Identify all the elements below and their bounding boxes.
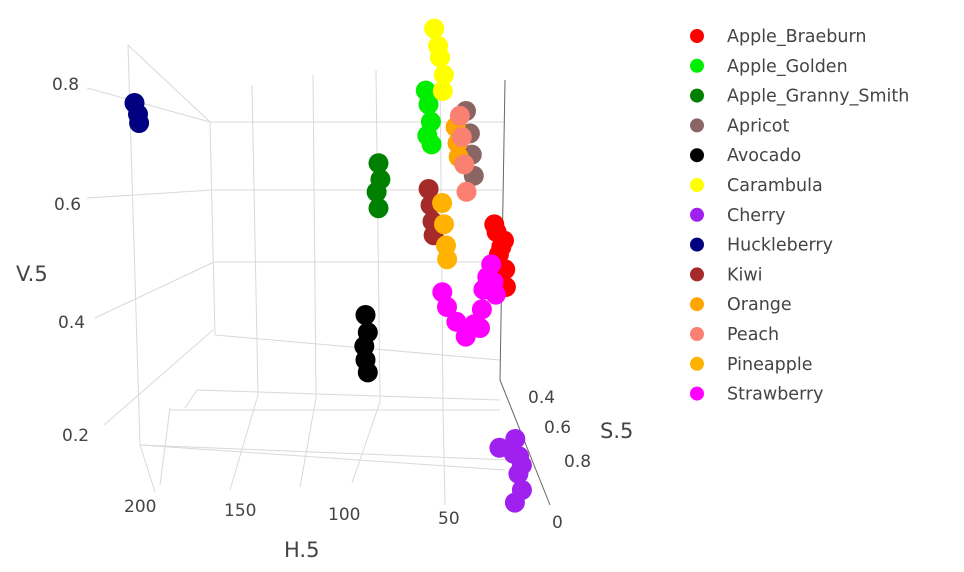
data-point[interactable] xyxy=(434,214,454,235)
legend-label[interactable]: Apple_Granny_Smith xyxy=(727,87,909,107)
x-axis-title: H.5 xyxy=(284,538,319,562)
legend-marker[interactable] xyxy=(690,207,704,222)
legend-label[interactable]: Orange xyxy=(727,295,792,315)
legend-label[interactable]: Carambula xyxy=(727,176,823,196)
data-point[interactable] xyxy=(366,182,387,202)
data-point[interactable] xyxy=(451,127,472,147)
data-point[interactable] xyxy=(433,64,454,85)
legend-marker[interactable] xyxy=(690,356,704,371)
data-point[interactable] xyxy=(446,311,467,332)
legend-marker[interactable] xyxy=(690,327,704,341)
data-point[interactable] xyxy=(368,153,389,174)
legend-label[interactable]: Apricot xyxy=(727,116,789,136)
y-axis-ticks: 0.4 0.6 0.8 xyxy=(528,388,591,472)
z-tick-label: 0.8 xyxy=(52,75,79,95)
y-axis-title: S.5 xyxy=(600,419,633,443)
data-point[interactable] xyxy=(432,193,453,213)
legend-marker[interactable] xyxy=(690,267,704,282)
z-tick-label: 0.6 xyxy=(54,195,81,215)
x-tick-label: 0 xyxy=(552,513,563,533)
x-tick-label: 150 xyxy=(224,501,256,521)
data-point[interactable] xyxy=(449,105,470,126)
legend-marker[interactable] xyxy=(690,118,704,133)
data-point[interactable] xyxy=(418,94,439,115)
legend-marker[interactable] xyxy=(690,237,704,252)
legend-marker[interactable] xyxy=(690,297,704,312)
legend[interactable]: Apple_Braeburn Apple_Golden Apple_Granny_S… xyxy=(690,27,909,405)
data-point[interactable] xyxy=(432,81,453,101)
x-tick-label: 100 xyxy=(328,505,360,525)
data-point[interactable] xyxy=(456,181,477,202)
data-point[interactable] xyxy=(432,282,453,303)
y-tick-label: 0.4 xyxy=(528,388,555,408)
data-point[interactable] xyxy=(505,429,526,449)
data-point[interactable] xyxy=(424,18,445,39)
x-tick-label: 50 xyxy=(438,509,460,529)
legend-label[interactable]: Apple_Braeburn xyxy=(727,27,866,47)
data-point[interactable] xyxy=(437,249,458,270)
y-tick-label: 0.6 xyxy=(544,418,571,438)
data-point[interactable] xyxy=(430,47,450,68)
z-axis-title: V.5 xyxy=(16,262,48,286)
scatter-points xyxy=(124,18,532,513)
data-point[interactable] xyxy=(357,362,378,383)
legend-label[interactable]: Cherry xyxy=(727,206,786,226)
data-point[interactable] xyxy=(368,198,389,219)
data-point[interactable] xyxy=(129,113,150,133)
legend-label[interactable]: Apple_Golden xyxy=(727,57,848,77)
legend-label[interactable]: Avocado xyxy=(727,146,801,166)
data-point[interactable] xyxy=(355,305,376,325)
data-point[interactable] xyxy=(418,179,439,199)
legend-label[interactable]: Strawberry xyxy=(727,385,824,405)
z-tick-label: 0.2 xyxy=(62,426,89,446)
z-tick-label: 0.4 xyxy=(58,313,85,333)
legend-label[interactable]: Pineapple xyxy=(727,355,812,375)
data-point[interactable] xyxy=(485,284,506,305)
data-point[interactable] xyxy=(504,492,525,513)
legend-marker[interactable] xyxy=(690,29,704,43)
legend-label[interactable]: Peach xyxy=(727,325,779,345)
data-point[interactable] xyxy=(471,299,492,320)
x-axis-ticks: 200 150 100 50 0 xyxy=(124,497,563,533)
y-tick-label: 0.8 xyxy=(564,452,591,472)
data-point[interactable] xyxy=(470,318,490,338)
legend-label[interactable]: Huckleberry xyxy=(727,236,833,256)
data-point[interactable] xyxy=(494,230,514,251)
legend-marker[interactable] xyxy=(690,386,704,401)
x-tick-label: 200 xyxy=(124,497,156,517)
legend-label[interactable]: Kiwi xyxy=(727,265,763,285)
legend-marker[interactable] xyxy=(690,58,704,73)
legend-marker[interactable] xyxy=(690,88,704,103)
z-axis-ticks: 0.8 0.6 0.4 0.2 xyxy=(52,75,89,446)
legend-marker[interactable] xyxy=(690,178,704,192)
data-point[interactable] xyxy=(421,134,442,155)
data-point[interactable] xyxy=(454,154,475,175)
legend-marker[interactable] xyxy=(690,148,704,163)
data-point[interactable] xyxy=(489,437,510,458)
axis-grid xyxy=(86,44,551,506)
